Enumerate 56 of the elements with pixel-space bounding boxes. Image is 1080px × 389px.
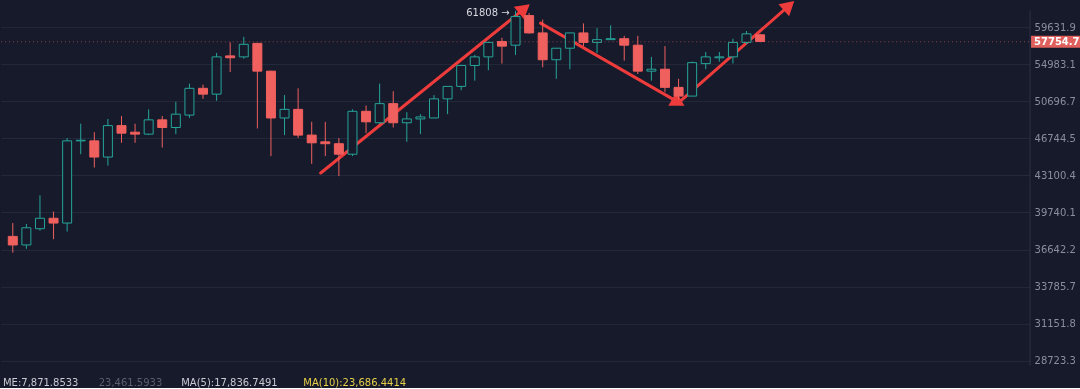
- candlestick: [727, 38, 738, 65]
- candlestick: [592, 27, 603, 54]
- candlestick: [89, 131, 100, 169]
- candlestick: [374, 83, 385, 125]
- candlestick: [34, 194, 45, 232]
- annotation: 61808 →: [466, 6, 510, 18]
- y-tick-label: 46744.5: [1034, 132, 1076, 144]
- candlestick: [7, 222, 18, 254]
- candlestick: [483, 41, 494, 71]
- candlestick: [496, 37, 507, 65]
- text: ME:7,871.8533: [3, 376, 79, 388]
- text: MA(5):17,836.7491: [181, 376, 278, 388]
- candlestick: [225, 41, 236, 73]
- candlestick: [143, 108, 154, 136]
- candlestick: [48, 211, 59, 240]
- candlestick: [659, 45, 670, 93]
- y-tick-label: 50696.7: [1034, 95, 1076, 107]
- y-tick-label: 28723.3: [1034, 355, 1076, 367]
- candlestick: [170, 101, 181, 135]
- text: MA(10):23,686.4414: [303, 376, 407, 388]
- candlestick: [415, 113, 426, 135]
- candlestick: [279, 94, 290, 136]
- candlestick: [524, 12, 535, 35]
- y-tick-label: 54983.1: [1034, 58, 1076, 70]
- text: 23,461.5933: [98, 376, 163, 388]
- candlestick: [401, 111, 412, 143]
- candlestick: [619, 35, 630, 62]
- y-tick-label: 59631.9: [1034, 21, 1076, 33]
- candlestick: [456, 64, 467, 91]
- candlestick: [75, 123, 86, 155]
- y-tick-label: 43100.4: [1034, 169, 1076, 181]
- candlestick: [673, 78, 684, 101]
- candlestick: [320, 121, 331, 157]
- y-tick-label: 39740.1: [1034, 206, 1076, 218]
- ref-line-label: 57754.7: [1034, 35, 1080, 47]
- candlestick: [551, 47, 562, 80]
- candlestick: [429, 94, 439, 119]
- candlestick: [238, 36, 249, 60]
- candlestick: [116, 115, 127, 144]
- y-tick-label: 31151.8: [1034, 318, 1076, 330]
- candlestick: [646, 56, 657, 82]
- candlestick: [130, 123, 141, 144]
- candlestick: [198, 84, 209, 100]
- y-tick-label: 33785.7: [1034, 281, 1076, 293]
- candlestick: [578, 22, 589, 47]
- candlestick: [564, 32, 575, 70]
- candlestick: [157, 115, 168, 149]
- candlestick: [442, 85, 453, 115]
- candlestick: [333, 137, 344, 177]
- candlestick: [21, 223, 32, 250]
- candlestick: [605, 24, 616, 41]
- candlestick: [306, 121, 317, 165]
- candlestick: [361, 105, 372, 134]
- candlestick: [469, 54, 480, 82]
- candlestick: [388, 90, 399, 128]
- y-tick-label: 36642.2: [1034, 244, 1076, 256]
